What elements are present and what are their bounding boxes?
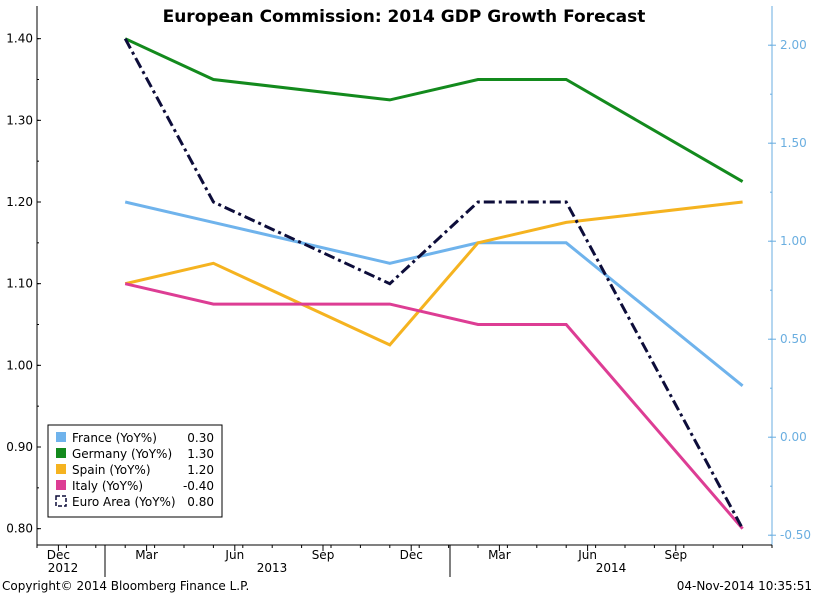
legend-swatch: [55, 495, 67, 507]
legend-label: Spain (YoY%): [72, 463, 151, 477]
legend-value: 1.30: [187, 447, 214, 461]
series-line: [124, 282, 744, 530]
legend-value: 0.80: [187, 495, 214, 509]
copyright-text: Copyright© 2014 Bloomberg Finance L.P.: [2, 579, 249, 593]
right-tick-label: 0.00: [780, 430, 807, 444]
chart-legend: France (YoY%) 0.30 Germany (YoY%) 1.30 Spain…: [47, 424, 223, 518]
legend-value: 0.30: [187, 431, 214, 445]
legend-value: 1.20: [187, 463, 214, 477]
series-line: [124, 200, 743, 347]
series-line: [124, 37, 744, 183]
series-line: [123, 37, 744, 530]
series-4: [123, 37, 744, 530]
legend-label: Italy (YoY%): [72, 479, 143, 493]
x-month-label: Dec: [400, 548, 423, 562]
left-tick-label: 0.90: [6, 440, 33, 454]
left-tick-label: 0.80: [6, 522, 33, 536]
x-year-label: 2013: [257, 561, 288, 575]
legend-swatch: [56, 464, 66, 474]
legend-label: France (YoY%): [72, 431, 157, 445]
right-tick-label: 1.00: [780, 234, 807, 248]
left-tick-label: 1.00: [6, 358, 33, 372]
x-month-label: Dec: [47, 548, 70, 562]
series-1: [124, 37, 744, 183]
right-tick-label: 1.50: [780, 136, 807, 150]
x-year-label: 2014: [596, 561, 627, 575]
legend-label: Germany (YoY%): [72, 447, 172, 461]
legend-value: -0.40: [183, 479, 214, 493]
x-month-label: Sep: [312, 548, 335, 562]
timestamp-text: 04-Nov-2014 10:35:51: [677, 579, 812, 593]
x-month-label: Mar: [488, 548, 511, 562]
left-tick-label: 1.20: [6, 195, 33, 209]
x-month-label: Jun: [224, 548, 244, 562]
x-year-label: 2012: [48, 561, 79, 575]
series-2: [124, 200, 743, 347]
x-month-label: Sep: [664, 548, 687, 562]
right-tick-label: -0.50: [780, 528, 811, 542]
x-month-label: Mar: [135, 548, 158, 562]
left-tick-label: 1.10: [6, 277, 33, 291]
right-tick-label: 2.00: [780, 38, 807, 52]
legend-swatch: [56, 432, 66, 442]
chart-title: European Commission: 2014 GDP Growth For…: [163, 7, 646, 27]
x-month-label: Jun: [577, 548, 597, 562]
legend-box: [47, 424, 223, 518]
left-tick-label: 1.40: [6, 32, 33, 46]
axes-layer: 1.40 1.30 1.20 1.10 1.00 0.90 0.80 2.00 1.50 1.00…: [6, 6, 811, 577]
legend-label: Euro Area (YoY%): [72, 495, 176, 509]
legend-swatch: [56, 480, 66, 490]
right-tick-label: 0.50: [780, 332, 807, 346]
left-tick-label: 1.30: [6, 113, 33, 127]
series-layer: [123, 37, 744, 530]
legend-swatch: [56, 448, 66, 458]
series-line: [124, 200, 744, 387]
